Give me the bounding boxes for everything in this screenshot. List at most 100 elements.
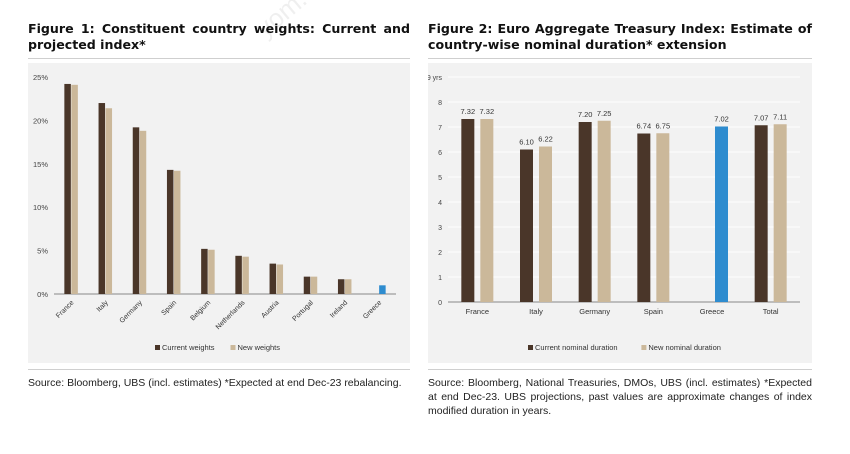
legend-label-new-nominal-duration: New nominal duration — [648, 343, 721, 352]
figure-2-chart: 0 1 2 3 4 5 6 7 8 9 yrs 7.32 7.32 France 6.10 6.22 Ital… — [427, 75, 800, 352]
y-tick-label: 8 — [438, 100, 442, 107]
y-tick-label: 20% — [33, 116, 48, 125]
y-tick-label: 0 — [438, 300, 442, 307]
bar-austria-current-weights — [269, 263, 277, 294]
figure-1-chart-area: 0% 5% 10% 15% 20% 25% France Italy Germany Spain B… — [28, 63, 410, 363]
x-tick-label-ireland: Ireland — [329, 299, 349, 319]
figure-1-title: Figure 1: Constituent country weights: C… — [28, 21, 410, 53]
bar-ireland-new-weights — [344, 279, 352, 294]
bar-italy-new-nominal-duration — [539, 146, 552, 302]
bar-belgium-current-weights — [201, 248, 208, 294]
bar-ireland-current-weights — [337, 279, 345, 294]
y-tick-label: 15% — [33, 160, 48, 169]
bar-belgium-new-weights — [208, 249, 215, 294]
x-tick-label-austria: Austria — [260, 299, 280, 319]
x-tick-label-spain: Spain — [644, 307, 663, 316]
data-label: 7.02 — [714, 115, 729, 124]
data-label: 7.32 — [461, 107, 476, 116]
bar-germany-current-weights — [132, 127, 140, 295]
bar-spain-current-weights — [166, 169, 174, 294]
bar-spain-new-nominal-duration — [656, 133, 670, 302]
y-tick-label: 5% — [37, 247, 48, 256]
y-tick-label: 6 — [438, 150, 442, 157]
x-tick-label-greece: Greece — [700, 307, 725, 316]
figure-1-top-rule — [28, 58, 410, 59]
x-tick-label-italy: Italy — [96, 299, 110, 313]
bar-greece-new-weights — [379, 285, 386, 294]
figure-1-bottom-rule — [28, 369, 410, 370]
legend-swatch-current-weights — [155, 345, 160, 350]
y-tick-label: 5 — [438, 175, 442, 182]
legend-swatch-new-nominal-duration — [641, 345, 647, 350]
bar-spain-current-nominal-duration — [637, 133, 651, 302]
bar-total-new-nominal-duration — [773, 124, 787, 302]
x-tick-label-greece: Greece — [362, 299, 383, 320]
x-tick-label-belgium: Belgium — [189, 299, 212, 322]
figure-1-title-line-2: projected index* — [28, 37, 146, 52]
y-tick-label: 1 — [438, 275, 442, 282]
y-tick-label: 2 — [438, 250, 442, 257]
figure-1-title-line-1: Figure 1: Constituent country weights: C… — [28, 21, 410, 36]
y-tick-label: 4 — [438, 200, 442, 207]
data-label: 7.11 — [773, 112, 787, 121]
x-tick-label-netherlands: Netherlands — [215, 299, 247, 331]
y-tick-label: 9 yrs — [428, 75, 442, 82]
figure-2-title-line-2: country-wise nominal duration* extension — [428, 37, 727, 52]
bar-greece-new-nominal-duration — [715, 126, 728, 302]
legend-label-current-nominal-duration: Current nominal duration — [535, 343, 618, 352]
legend-label-new-weights: New weights — [238, 343, 281, 352]
legend-label-current-weights: Current weights — [162, 343, 215, 352]
x-tick-label-portugal: Portugal — [292, 299, 316, 323]
x-tick-label-germany: Germany — [579, 307, 610, 316]
figure-2-source: Source: Bloomberg, National Treasuries, … — [428, 376, 812, 418]
y-tick-label: 10% — [33, 203, 48, 212]
bar-france-new-weights — [71, 84, 78, 294]
data-label: 6.74 — [637, 122, 652, 131]
figure-2-title-line-1: Figure 2: Euro Aggregate Treasury Index:… — [428, 21, 812, 36]
data-label: 6.75 — [656, 121, 671, 130]
figure-2-bottom-rule — [428, 369, 812, 370]
bar-netherlands-new-weights — [242, 256, 249, 294]
bar-germany-current-nominal-duration — [578, 122, 592, 302]
x-tick-label-france: France — [55, 299, 75, 319]
legend-swatch-current-nominal-duration — [528, 345, 533, 350]
figure-2-source-line-1: Source: Bloomberg, National Treasuries, … — [428, 377, 812, 403]
bar-france-new-nominal-duration — [480, 119, 494, 302]
bar-germany-new-weights — [139, 130, 147, 294]
y-tick-label: 7 — [438, 125, 442, 132]
legend-swatch-new-weights — [230, 345, 236, 350]
y-tick-label: 25% — [33, 73, 48, 82]
data-label: 7.20 — [578, 110, 593, 119]
bar-italy-current-nominal-duration — [520, 149, 533, 302]
figure-2-chart-area: 0 1 2 3 4 5 6 7 8 9 yrs 7.32 7.32 France 6.10 6.22 Ital… — [427, 63, 812, 363]
figure-2-top-rule — [428, 58, 812, 59]
x-tick-label-spain: Spain — [161, 299, 179, 317]
x-tick-label-germany: Germany — [119, 299, 145, 325]
bar-spain-new-weights — [173, 170, 181, 294]
figure-1-source: Source: Bloomberg, UBS (incl. estimates)… — [28, 377, 402, 389]
bar-italy-current-weights — [98, 103, 106, 294]
figure-2-source-line-2: end Dec-23. UBS projections, past values… — [441, 391, 812, 403]
figure-2-source-line-3: modified duration in years. — [428, 405, 552, 417]
bar-portugal-current-weights — [303, 276, 311, 294]
y-tick-label: 3 — [438, 225, 442, 232]
x-tick-label-italy: Italy — [529, 307, 543, 316]
bar-austria-new-weights — [276, 264, 284, 294]
figure-2-title: Figure 2: Euro Aggregate Treasury Index:… — [428, 21, 812, 53]
bar-portugal-new-weights — [310, 276, 318, 294]
data-label: 7.25 — [597, 109, 612, 118]
bar-netherlands-current-weights — [235, 255, 242, 294]
data-label: 7.07 — [754, 113, 769, 122]
bar-germany-new-nominal-duration — [597, 120, 611, 302]
x-tick-label-france: France — [466, 307, 489, 316]
data-label: 6.22 — [538, 135, 553, 144]
bar-france-current-weights — [64, 83, 71, 294]
data-label: 6.10 — [519, 138, 534, 147]
bar-total-current-nominal-duration — [754, 125, 768, 302]
data-label: 7.32 — [480, 107, 495, 116]
y-tick-label: 0% — [37, 290, 48, 299]
figure-1-chart: 0% 5% 10% 15% 20% 25% France Italy Germany Spain B… — [33, 73, 396, 352]
x-tick-label-total: Total — [763, 307, 779, 316]
bar-italy-new-weights — [105, 108, 113, 294]
bar-france-current-nominal-duration — [461, 119, 475, 302]
